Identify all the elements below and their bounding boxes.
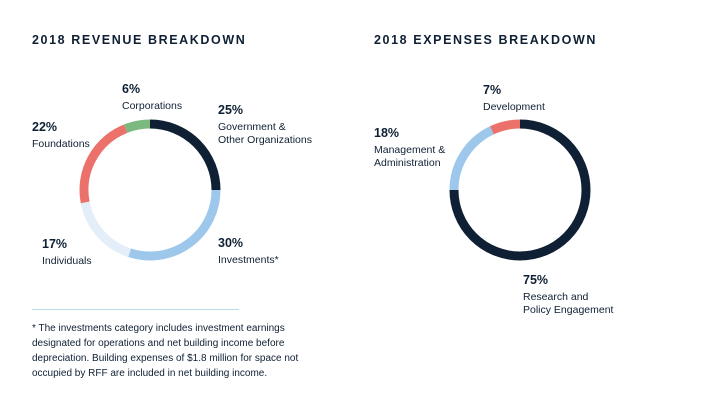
slice-label: Research and <box>523 291 589 303</box>
label-development: 7% Development <box>483 83 545 114</box>
donut-slice-investments <box>128 189 221 261</box>
slice-percent: 6% <box>122 82 141 96</box>
slice-percent: 22% <box>32 120 58 134</box>
slice-label: Foundations <box>32 138 90 150</box>
donut-slice-development <box>489 119 521 135</box>
expenses-chart-title: 2018 EXPENSES BREAKDOWN <box>374 33 597 47</box>
footnote: * The investments category includes inve… <box>32 323 299 379</box>
donut-slice-government-other-organizations <box>149 119 221 191</box>
slice-label: Individuals <box>42 255 92 267</box>
slice-label: Corporations <box>122 100 183 112</box>
slice-label: Investments* <box>218 254 279 266</box>
slice-percent: 30% <box>218 236 244 250</box>
slice-percent: 17% <box>42 237 68 251</box>
slice-label: Government & <box>218 121 286 133</box>
slice-label: Management & <box>374 144 446 156</box>
donut-slice-individuals <box>80 201 132 258</box>
slice-percent: 75% <box>523 273 549 287</box>
label-investments: 30% Investments* <box>218 236 279 267</box>
donut-slice-research-and-policy-engagement <box>449 119 591 261</box>
slice-percent: 18% <box>374 126 400 140</box>
footnote-divider <box>32 309 239 310</box>
label-management: 18% Management & Administration <box>374 126 445 170</box>
donut-slice-management-administration <box>449 126 494 191</box>
donut-slice-foundations <box>79 124 128 204</box>
label-individuals: 17% Individuals <box>42 237 92 268</box>
slice-percent: 25% <box>218 103 244 117</box>
revenue-donut <box>79 119 221 261</box>
slice-label: Administration <box>374 157 441 169</box>
label-corporations: 6% Corporations <box>122 82 182 113</box>
label-research: 75% Research and Policy Engagement <box>523 273 613 317</box>
label-foundations: 22% Foundations <box>32 120 90 151</box>
slice-label: Other Organizations <box>218 134 312 146</box>
label-government: 25% Government & Other Organizations <box>218 103 312 147</box>
slice-label: Development <box>483 101 545 113</box>
expenses-donut <box>449 119 591 261</box>
slice-label: Policy Engagement <box>523 304 614 316</box>
donut-slice-corporations <box>124 119 151 133</box>
slice-percent: 7% <box>483 83 502 97</box>
revenue-chart-title: 2018 REVENUE BREAKDOWN <box>32 33 247 47</box>
